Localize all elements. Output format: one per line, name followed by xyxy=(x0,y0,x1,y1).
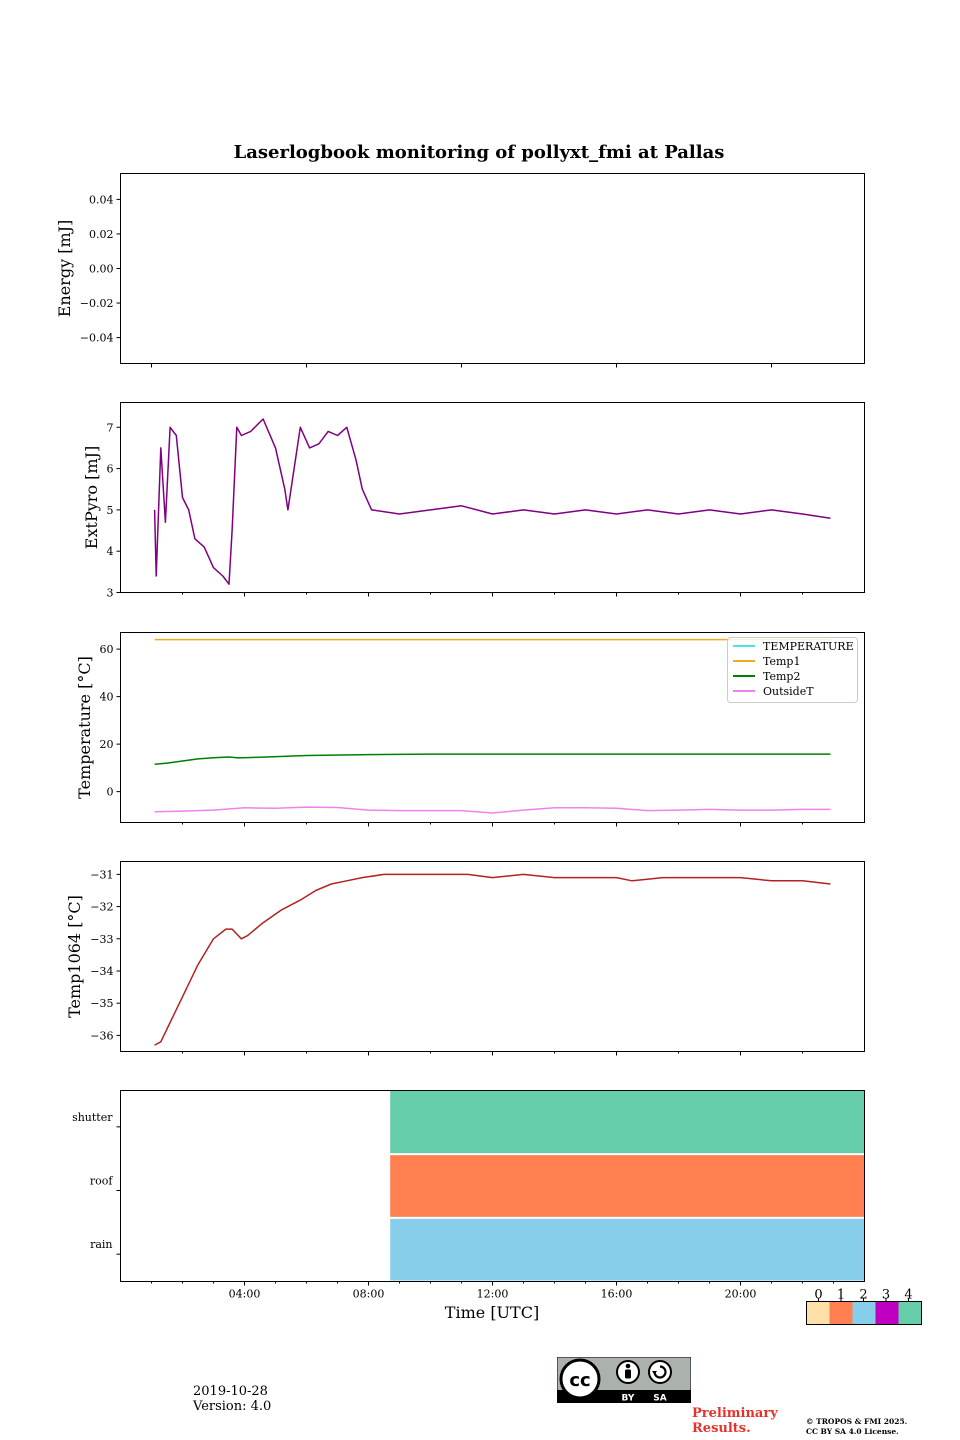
share-alike-arrow xyxy=(652,1371,657,1375)
colorbar-tick-label: 2 xyxy=(859,1288,867,1303)
badge-sa-label: SA xyxy=(653,1394,666,1404)
status-cell-roof xyxy=(390,1155,865,1217)
colorbar-segment xyxy=(875,1301,899,1325)
y-tick-label: −31 xyxy=(90,868,113,881)
share-alike-arc xyxy=(653,1365,667,1379)
temp1064-axes-frame xyxy=(120,861,865,1052)
status-cells xyxy=(390,1090,865,1281)
y-tick-label: 0 xyxy=(107,786,114,799)
y-tick-label: 0.02 xyxy=(89,228,114,241)
extpyro-panel: 3 4 5 6 7 ExtPyro [mJ] xyxy=(82,402,865,600)
status-cell-rain xyxy=(390,1218,865,1281)
y-tick-label: 20 xyxy=(100,738,114,751)
temp1064-y-label: Temp1064 [°C] xyxy=(65,895,84,1018)
copyright-line-2: CC BY SA 4.0 License. xyxy=(806,1427,899,1436)
status-y-ticks: shutter roof rain xyxy=(72,1111,121,1255)
extpyro-x-ticks xyxy=(182,592,803,597)
y-tick-label: −34 xyxy=(90,965,113,978)
energy-axes-frame xyxy=(120,173,865,364)
cc-icon xyxy=(559,1358,601,1400)
status-cell-shutter xyxy=(390,1090,865,1154)
temp1064-x-ticks xyxy=(182,1051,803,1056)
copyright-note: © TROPOS & FMI 2025. CC BY SA 4.0 Licens… xyxy=(806,1417,907,1437)
person-icon-body xyxy=(625,1369,631,1379)
colorbar-segment xyxy=(852,1301,876,1325)
y-tick-label: −0.04 xyxy=(80,332,114,345)
colorbar-segment xyxy=(898,1301,922,1325)
x-axis-label: Time [UTC] xyxy=(445,1303,539,1322)
chart-title: Laserlogbook monitoring of pollyxt_fmi a… xyxy=(234,142,725,163)
temperature-lines xyxy=(154,638,831,814)
y-tick-label: −33 xyxy=(90,933,113,946)
temperature-x-ticks xyxy=(182,822,803,827)
cc-icon-label: cc xyxy=(569,1370,590,1391)
energy-y-label: Energy [mJ] xyxy=(55,220,74,318)
series-line-temp2 xyxy=(154,753,831,766)
temperature-y-ticks: 0 20 40 60 xyxy=(100,643,121,799)
x-tick-label: 12:00 xyxy=(477,1288,509,1301)
status-row-label: shutter xyxy=(72,1111,113,1124)
y-tick-label: 4 xyxy=(107,545,114,558)
series-line-outsidet xyxy=(154,806,831,814)
temperature-legend: TEMPERATURE Temp1 Temp2 OutsideT xyxy=(727,637,858,703)
copyright-line-1: © TROPOS & FMI 2025. xyxy=(806,1417,908,1426)
preliminary-results-note: Preliminary Results. xyxy=(692,1406,778,1436)
legend-label-temp2: Temp2 xyxy=(763,670,800,683)
x-tick-label: 08:00 xyxy=(353,1288,385,1301)
extpyro-axes-frame xyxy=(120,402,865,593)
temp1064-lines xyxy=(154,873,831,1046)
extpyro-y-ticks: 3 4 5 6 7 xyxy=(107,421,121,600)
legend-label-outsidet: OutsideT xyxy=(763,685,814,698)
series-line-extpyro xyxy=(153,418,831,585)
y-tick-label: −0.02 xyxy=(80,297,114,310)
energy-panel: 0.04 0.02 0.00 −0.02 −0.04 Energy [mJ] xyxy=(55,173,865,368)
y-tick-label: −36 xyxy=(90,1029,113,1042)
status-x-ticks: 04:00 08:00 12:00 16:00 20:00 xyxy=(151,1281,834,1301)
colorbar-segment xyxy=(829,1301,853,1325)
series-line-temp1064 xyxy=(154,873,831,1046)
x-tick-label: 16:00 xyxy=(601,1288,633,1301)
person-icon-head xyxy=(625,1363,631,1369)
footer-date: 2019-10-28 xyxy=(193,1384,268,1399)
y-tick-label: 7 xyxy=(107,421,114,434)
y-tick-label: 5 xyxy=(107,504,114,517)
preliminary-line-1: Preliminary xyxy=(692,1406,778,1421)
energy-x-ticks xyxy=(151,363,772,368)
temp1064-panel: −31 −32 −33 −34 −35 −36 Temp1064 [°C] xyxy=(65,861,865,1056)
colorbar-tick-label: 4 xyxy=(904,1288,912,1303)
y-tick-label: 3 xyxy=(107,587,114,600)
cc-by-sa-badge: cc BY SA xyxy=(557,1357,691,1403)
temperature-y-label: Temperature [°C] xyxy=(75,656,94,799)
badge-by-label: BY xyxy=(622,1394,635,1404)
x-tick-label: 04:00 xyxy=(229,1288,261,1301)
y-tick-label: 0.00 xyxy=(89,263,114,276)
status-panel: shutter roof rain 04:00 08:00 12:00 16:00 20:0… xyxy=(72,1090,865,1322)
extpyro-y-label: ExtPyro [mJ] xyxy=(82,446,101,549)
extpyro-lines xyxy=(153,418,831,585)
legend-box xyxy=(727,637,858,703)
x-tick-label: 20:00 xyxy=(725,1288,757,1301)
status-row-label: roof xyxy=(90,1175,114,1188)
colorbar-tick-label: 1 xyxy=(837,1288,845,1303)
y-tick-label: −35 xyxy=(90,997,113,1010)
y-tick-label: 0.04 xyxy=(89,193,114,206)
temperature-panel: 0 20 40 60 Temperature [°C] TEMPERATURE Tem… xyxy=(75,632,865,827)
preliminary-line-2: Results. xyxy=(692,1421,751,1436)
footer-version: Version: 4.0 xyxy=(193,1399,272,1414)
y-tick-label: 6 xyxy=(107,463,114,476)
y-tick-label: −32 xyxy=(90,901,113,914)
colorbar-tick-label: 0 xyxy=(814,1288,822,1303)
energy-y-ticks: 0.04 0.02 0.00 −0.02 −0.04 xyxy=(80,193,121,345)
colorbar-tick-label: 3 xyxy=(882,1288,890,1303)
y-tick-label: 60 xyxy=(100,643,114,656)
y-tick-label: 40 xyxy=(100,691,114,704)
legend-label-temp1: Temp1 xyxy=(763,655,800,668)
colorbar-segment xyxy=(806,1301,830,1325)
status-row-label: rain xyxy=(90,1238,112,1251)
legend-label-temperature: TEMPERATURE xyxy=(763,640,854,653)
share-alike-icon xyxy=(648,1360,672,1384)
temp1064-y-ticks: −31 −32 −33 −34 −35 −36 xyxy=(90,868,121,1042)
